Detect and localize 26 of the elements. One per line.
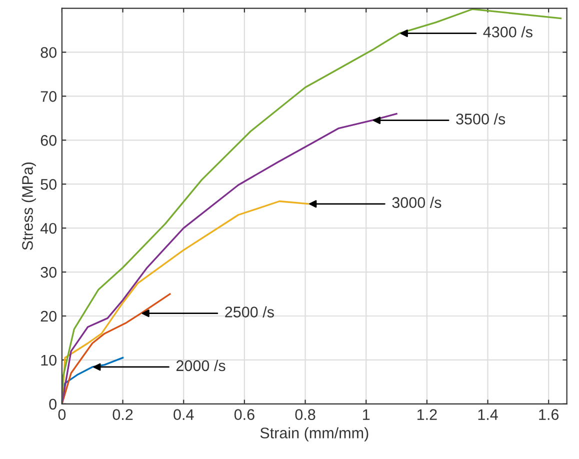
y-axis-title: Stress (MPa)	[22, 162, 36, 250]
x-tick-label: 1.2	[417, 409, 437, 420]
x-tick-label: 0.8	[295, 409, 316, 420]
y-tick-label: 20	[40, 310, 56, 322]
annotation: 2000 /s	[176, 360, 226, 372]
annotation: 3500 /s	[456, 113, 506, 124]
y-tick-label: 50	[40, 178, 56, 190]
x-tick-label: 1.4	[478, 409, 498, 420]
x-tick-label: 0	[58, 409, 66, 420]
x-tick-label: 1.6	[539, 409, 559, 420]
y-tick-label: 0	[49, 398, 56, 410]
line-series	[62, 293, 171, 404]
x-tick-label: 0.6	[234, 409, 254, 420]
annotation: 2500 /s	[225, 306, 274, 318]
x-axis-title: Strain (mm/mm)	[260, 427, 368, 442]
y-tick-label: 30	[40, 266, 56, 278]
x-tick-label: 0.2	[112, 409, 133, 420]
x-tick-label: 0.4	[174, 409, 194, 420]
y-tick-label: 60	[40, 135, 56, 146]
annotation: 3000 /s	[392, 196, 442, 208]
y-tick-label: 10	[41, 354, 56, 366]
y-tick-label: 40	[40, 222, 56, 234]
x-tick-label: 1	[363, 409, 370, 420]
annotation: 4300 /s	[483, 26, 532, 38]
y-tick-label: 70	[40, 91, 56, 102]
y-tick-label: 80	[40, 47, 56, 58]
